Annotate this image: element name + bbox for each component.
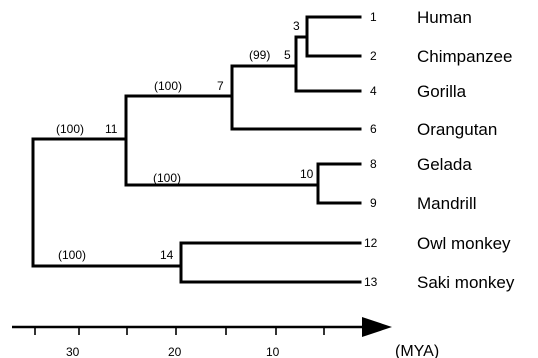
taxon-chimpanzee: Chimpanzee	[417, 47, 512, 66]
support-values: (99) (100) (100) (100) (100)	[56, 48, 270, 262]
time-axis: 30 20 10 (MYA)	[12, 317, 439, 358]
support-value-node-10: (100)	[153, 171, 181, 185]
axis-arrowhead	[362, 317, 392, 337]
axis-tick-label-20: 20	[168, 345, 182, 358]
support-value-node-11: (100)	[56, 122, 84, 136]
leaf-number-9: 9	[370, 196, 377, 210]
leaf-number-8: 8	[370, 157, 377, 171]
tree-branches	[31, 15, 362, 284]
taxon-labels: Human Chimpanzee Gorilla Orangutan Gelad…	[417, 8, 515, 292]
node-number-14: 14	[160, 248, 174, 262]
support-value-node-5: (99)	[249, 48, 270, 62]
node-number-10: 10	[300, 167, 314, 181]
leaf-number-2: 2	[370, 49, 377, 63]
taxon-owl-monkey: Owl monkey	[417, 234, 511, 253]
axis-unit-label: (MYA)	[395, 343, 439, 358]
leaf-number-6: 6	[370, 122, 377, 136]
taxon-orangutan: Orangutan	[417, 120, 497, 139]
leaf-number-13: 13	[364, 275, 378, 289]
taxon-mandrill: Mandrill	[417, 194, 477, 213]
leaf-number-4: 4	[370, 84, 377, 98]
taxon-gelada: Gelada	[417, 155, 472, 174]
support-value-node-7: (100)	[154, 79, 182, 93]
leaf-number-12: 12	[364, 236, 378, 250]
leaf-number-1: 1	[370, 10, 377, 24]
node-number-3: 3	[293, 19, 300, 33]
node-number-7: 7	[217, 79, 224, 93]
node-number-11: 11	[105, 122, 118, 136]
support-value-node-14: (100)	[58, 248, 86, 262]
taxon-gorilla: Gorilla	[417, 82, 467, 101]
leaf-node-numbers: 1 2 4 6 8 9 12 13	[364, 10, 378, 289]
node-number-5: 5	[284, 48, 291, 62]
taxon-human: Human	[417, 8, 472, 27]
internal-node-labels: 3 5 7 10 11 14	[105, 19, 314, 262]
axis-tick-label-30: 30	[66, 345, 80, 358]
taxon-saki-monkey: Saki monkey	[417, 273, 515, 292]
axis-tick-label-10: 10	[266, 345, 280, 358]
